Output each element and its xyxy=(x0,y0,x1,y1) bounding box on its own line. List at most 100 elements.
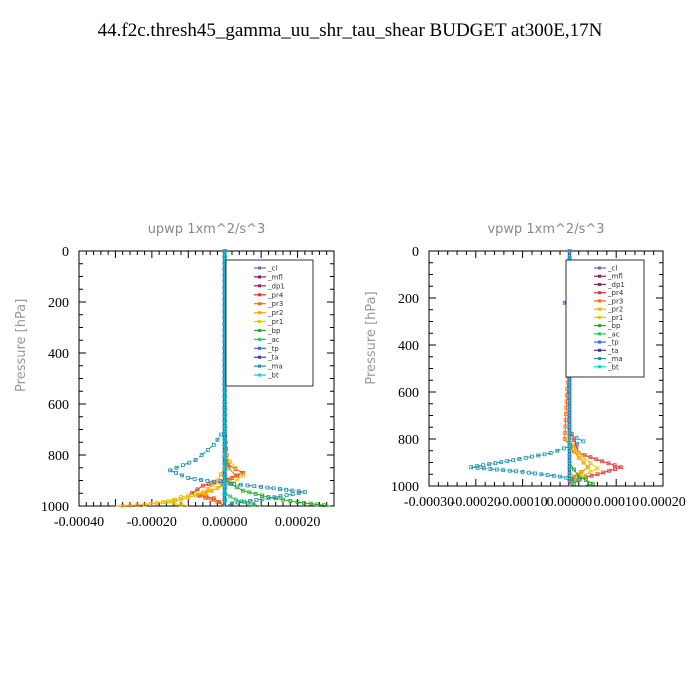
legend-label: _ta xyxy=(607,347,619,355)
series-marker xyxy=(199,477,203,482)
series-marker xyxy=(581,460,586,465)
series-marker xyxy=(482,466,486,471)
series-marker xyxy=(576,474,581,479)
legend-label: _dp1 xyxy=(267,282,285,290)
series-marker xyxy=(234,485,239,490)
series-marker xyxy=(595,472,600,477)
series-marker xyxy=(215,486,220,491)
series-marker xyxy=(186,493,191,498)
series-line xyxy=(115,467,226,507)
series-marker xyxy=(302,501,307,505)
series-marker xyxy=(271,486,276,491)
series-marker xyxy=(260,493,264,498)
series-marker xyxy=(487,462,492,467)
series-marker xyxy=(187,460,192,465)
legend-marker xyxy=(258,284,261,288)
series-marker xyxy=(222,485,227,490)
y-tick-label: 400 xyxy=(398,339,419,354)
legend-label: _mfl xyxy=(607,273,623,281)
series-marker xyxy=(245,483,250,488)
series-marker xyxy=(607,468,612,473)
legend-marker xyxy=(598,324,601,328)
series-marker xyxy=(588,469,593,474)
series-marker xyxy=(613,467,617,471)
series-marker xyxy=(248,498,253,503)
legend-label: _bp xyxy=(607,322,621,330)
series-marker xyxy=(567,417,572,422)
y-tick-label: 400 xyxy=(48,347,69,362)
y-tick-label: 0 xyxy=(412,245,419,260)
series-line xyxy=(568,462,595,487)
series-marker xyxy=(308,501,313,506)
series-marker xyxy=(488,467,493,471)
series-marker xyxy=(511,458,516,463)
legend-label: _pr3 xyxy=(607,297,623,305)
series-marker xyxy=(233,473,238,478)
series-line xyxy=(224,492,262,507)
y-tick-label: 600 xyxy=(48,398,69,413)
series-marker xyxy=(205,478,210,483)
series-marker xyxy=(315,502,320,507)
series-line xyxy=(568,438,589,487)
legend-label: _pr2 xyxy=(267,309,283,317)
x-tick-label: -0.00020 xyxy=(451,495,501,510)
series-marker xyxy=(469,465,474,470)
series-marker xyxy=(142,502,147,507)
series-marker xyxy=(574,435,579,440)
legend-marker xyxy=(598,274,601,278)
legend-marker xyxy=(258,373,261,377)
series-marker xyxy=(265,485,270,490)
series-marker xyxy=(219,432,223,437)
legend-label: _cl xyxy=(607,265,617,273)
x-tick-label: -0.00040 xyxy=(54,515,104,530)
series-marker xyxy=(494,467,499,472)
series-marker xyxy=(302,490,307,494)
series-marker xyxy=(551,473,556,478)
x-tick-label: 0.00020 xyxy=(640,495,686,510)
series-marker xyxy=(233,497,238,502)
series-marker xyxy=(590,481,595,486)
series-marker xyxy=(606,461,611,466)
y-tick-label: 600 xyxy=(398,386,419,401)
series-marker xyxy=(542,452,547,457)
legend-label: _pr4 xyxy=(607,289,624,297)
series-marker xyxy=(222,473,227,478)
series-marker xyxy=(572,467,576,472)
y-tick-label: 1000 xyxy=(41,500,69,515)
series-marker xyxy=(526,470,531,475)
series-marker xyxy=(222,400,227,405)
series-marker xyxy=(567,453,572,458)
series-marker xyxy=(588,461,593,465)
series-marker xyxy=(222,467,227,472)
series-marker xyxy=(564,412,568,416)
series-marker xyxy=(179,495,183,499)
series-marker xyxy=(567,255,572,259)
series-marker xyxy=(253,491,258,496)
series-marker xyxy=(520,469,525,474)
series-marker xyxy=(548,451,553,456)
series-marker xyxy=(581,439,586,444)
series-marker xyxy=(164,500,169,505)
series-marker xyxy=(222,394,227,399)
x-tick-label: -0.00010 xyxy=(498,495,548,510)
series-marker xyxy=(567,405,572,410)
series-marker xyxy=(572,481,576,486)
series-marker xyxy=(499,460,504,465)
series-marker xyxy=(211,442,216,447)
legend-marker xyxy=(258,328,261,332)
series-marker xyxy=(536,453,541,458)
x-tick-label: -0.00030 xyxy=(404,495,454,510)
legend-box xyxy=(565,259,645,378)
legend-label: _cl xyxy=(267,265,277,273)
y-tick-label: 200 xyxy=(48,296,69,311)
series-marker xyxy=(567,429,572,434)
x-tick-label: 0.00000 xyxy=(547,495,593,510)
chart-1: upwp 1xm^2/s^3 Pressure [hPa] 0 200 400 600 80… xyxy=(14,222,335,530)
series-marker xyxy=(572,446,576,451)
series-marker xyxy=(195,487,200,492)
legend-marker xyxy=(598,340,601,344)
series-marker xyxy=(222,498,227,502)
series-marker xyxy=(203,496,208,500)
series-marker xyxy=(180,473,185,478)
series-marker xyxy=(228,494,233,499)
